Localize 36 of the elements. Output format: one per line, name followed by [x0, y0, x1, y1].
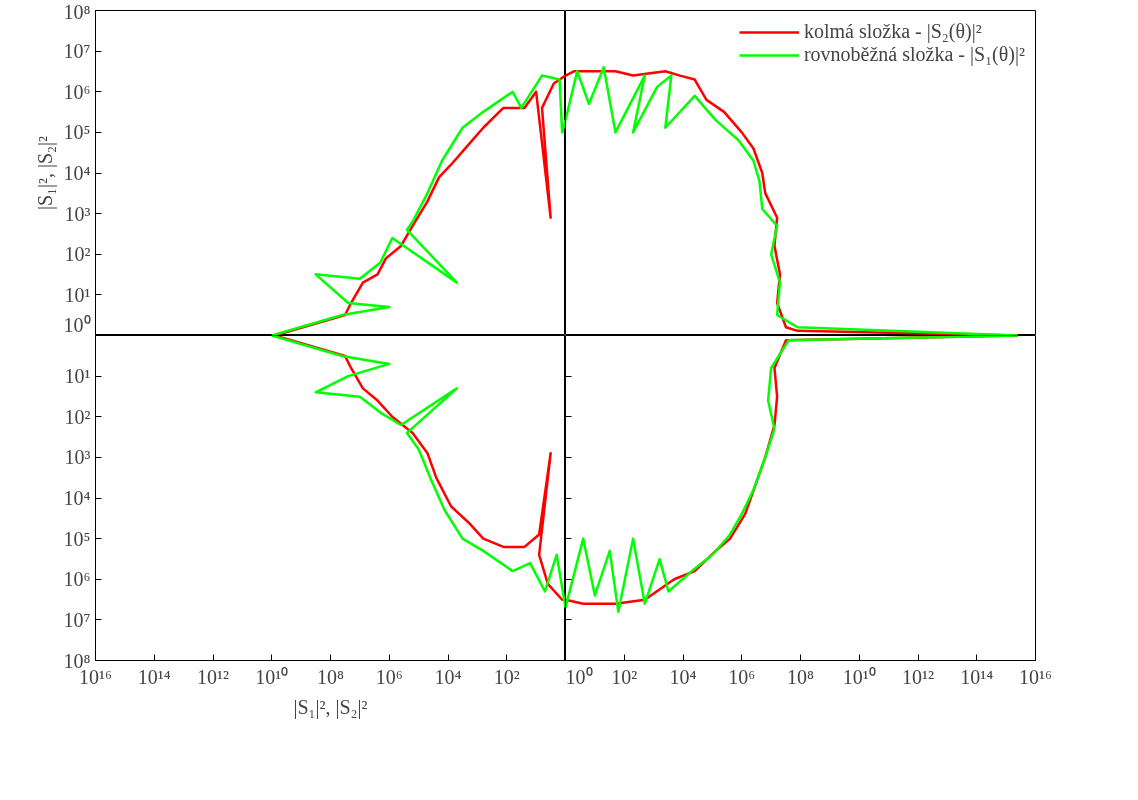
y-tick-label: 10² [64, 405, 91, 428]
x-tick-label: 10⁴ [669, 665, 697, 688]
x-tick-label: 10² [611, 665, 638, 688]
y-tick-label: 10⁶ [63, 568, 91, 591]
x-tick-label: 10¹⁰ [255, 665, 289, 688]
x-tick-label: 10⁰ [565, 665, 593, 688]
y-tick-label: 10⁰ [63, 313, 91, 336]
y-tick-label: 10⁴ [63, 487, 91, 509]
y-axis-title: |S₁|², |S₂|² [33, 135, 57, 211]
legend-label: kolmá složka - |S₂(θ)|² [803, 20, 982, 43]
x-tick-label: 10¹⁴ [137, 665, 171, 688]
y-tick-label: 10⁶ [63, 80, 91, 103]
y-tick-label: 10⁵ [63, 121, 91, 144]
x-tick-label: 10⁴ [434, 665, 462, 688]
x-tick-label: 10⁸ [787, 665, 815, 688]
legend-label: rovnoběžná složka - |S₁(θ)|² [803, 43, 1025, 66]
x-tick-label: 10¹⁶ [1019, 665, 1053, 688]
y-tick-label: 10¹ [64, 365, 91, 388]
y-tick-label: 10² [64, 243, 91, 266]
x-tick-label: 10² [493, 665, 520, 688]
y-tick-label: 10⁴ [63, 162, 91, 184]
y-tick-label: 10¹ [64, 283, 91, 306]
y-tick-label: 10⁸ [63, 0, 91, 23]
x-tick-label: 10¹² [197, 665, 229, 688]
y-tick-label: 10³ [64, 446, 91, 469]
x-tick-label: 10¹² [902, 665, 934, 688]
x-axis-title: |S₁|², |S₂|² [293, 695, 368, 719]
x-tick-label: 10¹⁴ [960, 665, 994, 688]
y-tick-label: 10⁵ [63, 527, 91, 550]
x-tick-label: 10⁸ [317, 665, 345, 688]
y-tick-label: 10⁷ [63, 608, 91, 631]
y-tick-label: 10³ [64, 202, 91, 225]
x-tick-label: 10⁶ [375, 665, 403, 688]
y-tick-label: 10⁷ [63, 40, 91, 63]
x-tick-label: 10⁶ [728, 665, 756, 688]
x-tick-label: 10¹⁰ [842, 665, 876, 688]
